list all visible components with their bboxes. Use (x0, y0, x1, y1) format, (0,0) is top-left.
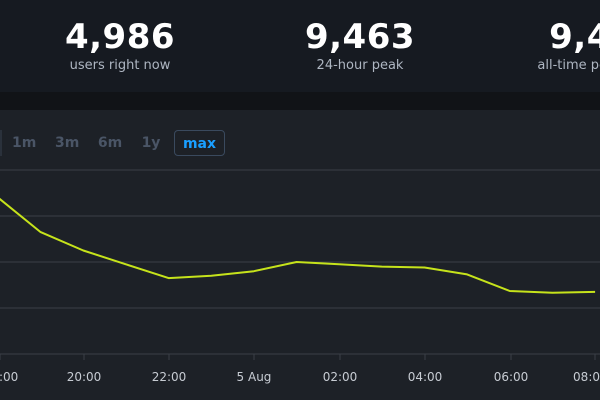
stats-bar: 4,986 users right now 9,463 24-hour peak… (0, 0, 600, 92)
stat-label: all-time peak (537, 58, 600, 73)
x-tick-label: :00 (0, 370, 18, 384)
range-button-6m[interactable]: 6m (97, 135, 123, 151)
x-tick-label: 04:00 (408, 370, 443, 384)
range-button-max[interactable]: max (174, 130, 225, 156)
range-button-1y[interactable]: 1y (141, 135, 161, 151)
stat-label: 24-hour peak (316, 58, 404, 73)
x-tick-label: 02:00 (323, 370, 358, 384)
stat-value: 4,986 (64, 17, 176, 57)
x-tick-label: 20:00 (67, 370, 102, 384)
section-divider (0, 92, 600, 110)
x-tick-label: 08:0 (573, 370, 600, 384)
x-tick-label: 06:00 (494, 370, 529, 384)
player-count-chart: :00 20:00 22:00 5 Aug 02:00 04:00 06:00 08:0 (0, 169, 600, 384)
stat-value: 9,4 (549, 17, 600, 57)
x-tick-label: 22:00 (152, 370, 187, 384)
range-button-partial[interactable] (0, 130, 8, 156)
series-line (0, 197, 596, 294)
stat-value: 9,463 (304, 17, 416, 57)
stat-label: users right now (69, 58, 171, 73)
range-button-3m[interactable]: 3m (55, 135, 80, 151)
range-button-1m[interactable]: 1m (12, 135, 37, 151)
stat-all-time-peak: 9,4 all-time peak (470, 18, 600, 73)
stat-24h-peak: 9,463 24-hour peak (250, 18, 470, 73)
stat-current-users: 4,986 users right now (10, 18, 230, 73)
x-tick-label: 5 Aug (237, 370, 272, 384)
